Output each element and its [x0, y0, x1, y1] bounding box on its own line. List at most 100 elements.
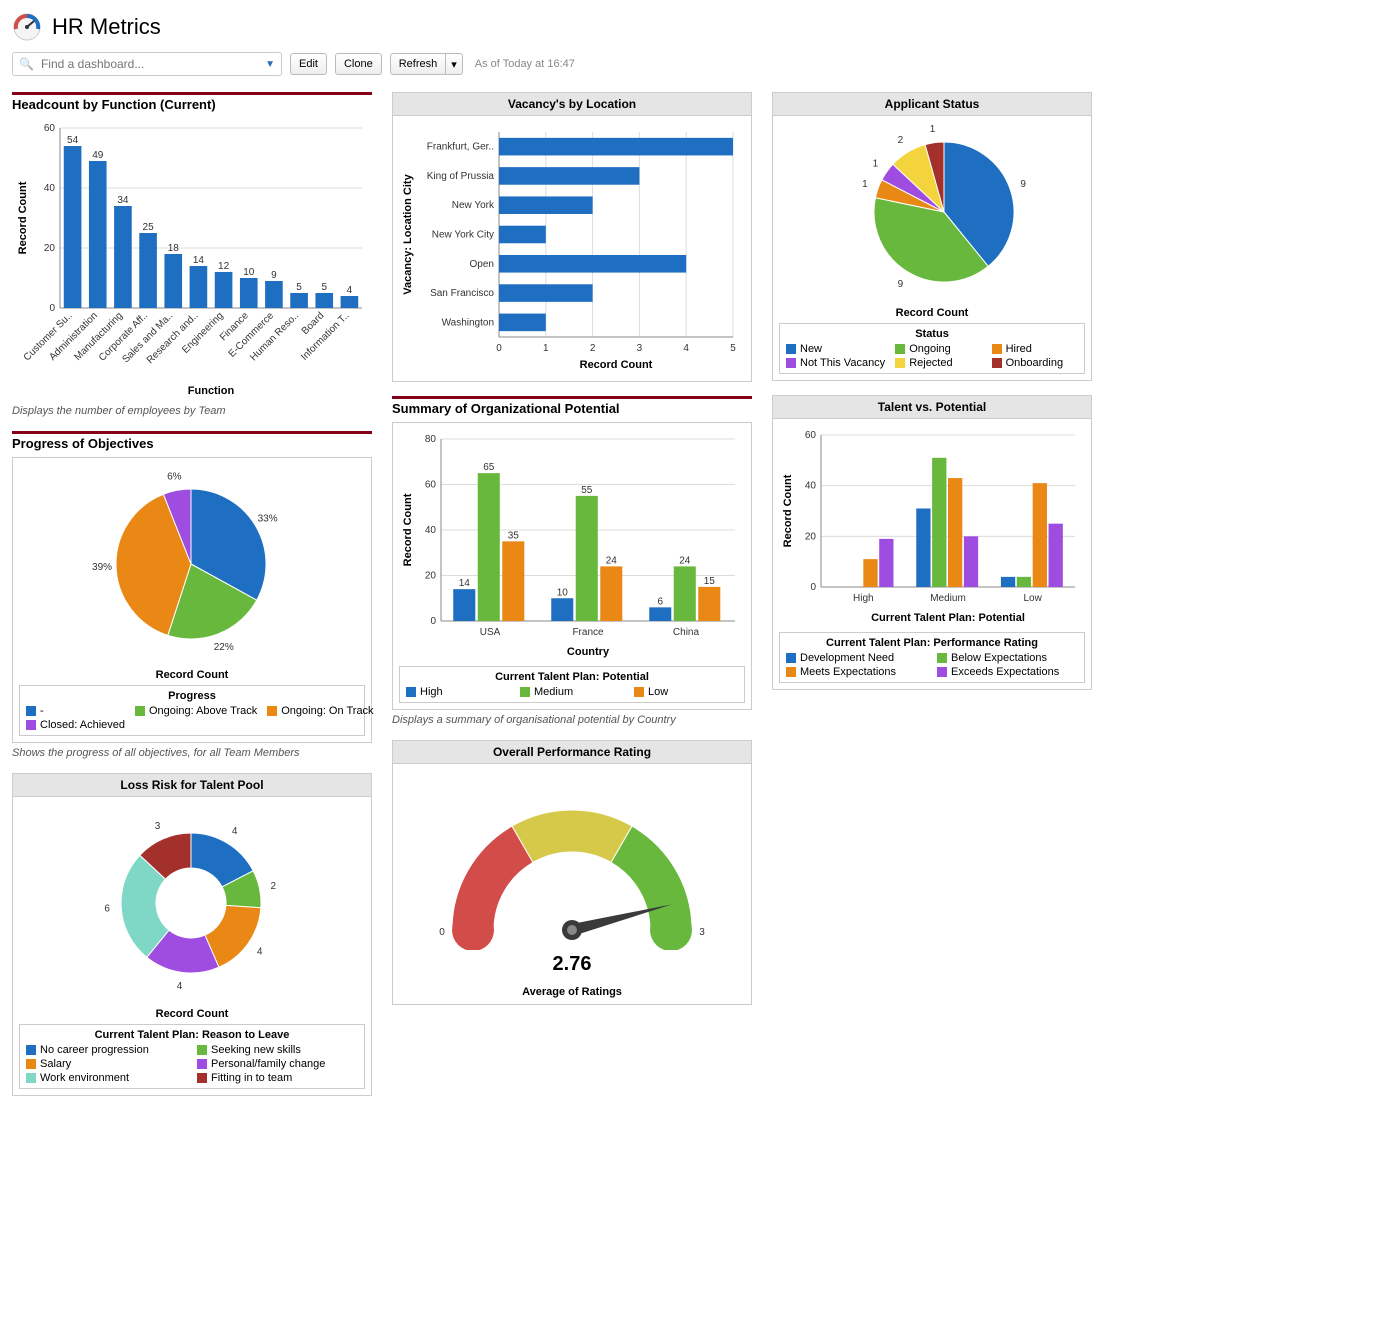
headcount-chart: 020406054Customer Su..49Administration34…	[12, 118, 372, 398]
dashboard-search[interactable]: 🔍 ▼	[12, 52, 282, 76]
svg-text:High: High	[853, 593, 874, 604]
legend-item: Rejected	[895, 357, 981, 369]
svg-text:1: 1	[930, 124, 936, 135]
legend-item: Closed: Achieved	[26, 719, 125, 731]
svg-text:24: 24	[606, 555, 618, 566]
legend-item: Seeking new skills	[197, 1044, 358, 1056]
svg-text:Record Count: Record Count	[402, 493, 414, 566]
org-potential-legend: Current Talent Plan: Potential HighMediu…	[399, 666, 745, 703]
svg-text:5: 5	[730, 343, 736, 354]
applicant-status-panel: Applicant Status 991121 Record Count Sta…	[772, 92, 1092, 381]
clone-button[interactable]: Clone	[335, 53, 382, 75]
objectives-title: Progress of Objectives	[12, 436, 372, 451]
svg-text:6%: 6%	[167, 472, 182, 483]
chevron-down-icon: ▼	[265, 59, 275, 70]
search-input[interactable]	[39, 56, 265, 72]
svg-text:15: 15	[704, 576, 716, 587]
org-potential-caption: Displays a summary of organisational pot…	[392, 714, 752, 726]
gauge-icon	[12, 12, 42, 42]
svg-text:King of Prussia: King of Prussia	[427, 171, 495, 182]
search-icon: 🔍	[19, 57, 34, 71]
applicant-status-rc-label: Record Count	[779, 307, 1085, 319]
svg-text:18: 18	[168, 243, 180, 254]
svg-text:60: 60	[425, 480, 437, 491]
objectives-section: Progress of Objectives 33%22%39%6% Recor…	[12, 431, 372, 759]
legend-item: Meets Expectations	[786, 666, 927, 678]
svg-text:60: 60	[805, 430, 817, 441]
svg-text:4: 4	[683, 343, 689, 354]
svg-text:France: France	[572, 627, 604, 638]
headcount-section: Headcount by Function (Current) 02040605…	[12, 92, 372, 417]
svg-text:20: 20	[805, 531, 817, 542]
legend-item: No career progression	[26, 1044, 187, 1056]
talent-potential-legend: Current Talent Plan: Performance Rating …	[779, 632, 1085, 683]
legend-item: Development Need	[786, 652, 927, 664]
overall-rating-title: Overall Performance Rating	[393, 741, 751, 764]
page-header: HR Metrics	[12, 12, 1376, 42]
objectives-caption: Shows the progress of all objectives, fo…	[12, 747, 372, 759]
page-title: HR Metrics	[52, 14, 161, 40]
svg-text:1: 1	[862, 179, 868, 190]
svg-text:1: 1	[873, 159, 879, 170]
legend-item: Personal/family change	[197, 1058, 358, 1070]
svg-text:Record Count: Record Count	[580, 359, 653, 371]
svg-text:33%: 33%	[258, 514, 278, 525]
svg-text:25: 25	[143, 222, 155, 233]
svg-text:22%: 22%	[214, 642, 234, 653]
svg-text:Medium: Medium	[930, 593, 966, 604]
svg-text:6: 6	[104, 904, 110, 915]
vacancies-chart: 012345Frankfurt, Ger..King of PrussiaNew…	[399, 122, 743, 372]
svg-text:5: 5	[296, 282, 302, 293]
applicant-status-chart: 991121	[779, 122, 1083, 302]
svg-text:10: 10	[557, 587, 569, 598]
legend-item: Below Expectations	[937, 652, 1078, 664]
svg-text:0: 0	[49, 303, 55, 314]
org-potential-section: Summary of Organizational Potential 0204…	[392, 396, 752, 726]
overall-rating-panel: Overall Performance Rating 03 2.76 Avera…	[392, 740, 752, 1005]
legend-item: Ongoing: On Track	[267, 705, 373, 717]
last-refresh-timestamp: As of Today at 16:47	[475, 58, 575, 70]
loss-risk-section: Loss Risk for Talent Pool 424463 Record …	[12, 773, 372, 1096]
headcount-caption: Displays the number of employees by Team	[12, 405, 372, 417]
svg-text:12: 12	[218, 261, 230, 272]
svg-text:14: 14	[459, 578, 471, 589]
legend-item: High	[406, 686, 510, 698]
legend-item: Low	[634, 686, 738, 698]
svg-text:Record Count: Record Count	[782, 474, 794, 547]
svg-text:20: 20	[425, 571, 437, 582]
svg-text:40: 40	[425, 525, 437, 536]
applicant-status-legend: Status NewOngoingHiredNot This VacancyRe…	[779, 323, 1085, 374]
svg-text:3: 3	[699, 927, 705, 938]
toolbar: 🔍 ▼ Edit Clone Refresh ▾ As of Today at …	[12, 52, 1376, 76]
refresh-button[interactable]: Refresh	[390, 53, 447, 75]
svg-text:Function: Function	[188, 385, 235, 397]
legend-item: Ongoing	[895, 343, 981, 355]
svg-text:49: 49	[92, 150, 104, 161]
legend-item: Exceeds Expectations	[937, 666, 1078, 678]
refresh-menu-button[interactable]: ▾	[446, 53, 463, 75]
svg-text:4: 4	[257, 946, 263, 957]
legend-item: Onboarding	[992, 357, 1078, 369]
svg-text:4: 4	[177, 981, 183, 992]
svg-text:2: 2	[590, 343, 596, 354]
svg-text:New York City: New York City	[432, 230, 494, 241]
svg-text:San Francisco: San Francisco	[430, 288, 494, 299]
svg-text:Country: Country	[567, 646, 610, 658]
svg-text:0: 0	[430, 616, 436, 627]
loss-risk-rc-label: Record Count	[19, 1008, 365, 1020]
legend-item: Fitting in to team	[197, 1072, 358, 1084]
talent-potential-chart: 0204060HighMediumLowCurrent Talent Plan:…	[779, 425, 1083, 625]
objectives-legend: Progress -Ongoing: Above TrackOngoing: O…	[19, 685, 365, 736]
legend-item: Work environment	[26, 1072, 187, 1084]
objectives-chart: 33%22%39%6%	[19, 464, 363, 664]
edit-button[interactable]: Edit	[290, 53, 327, 75]
svg-text:20: 20	[44, 243, 56, 254]
svg-text:55: 55	[581, 485, 593, 496]
talent-potential-panel: Talent vs. Potential 0204060HighMediumLo…	[772, 395, 1092, 690]
svg-text:4: 4	[347, 285, 353, 296]
svg-text:China: China	[673, 627, 700, 638]
applicant-status-title: Applicant Status	[773, 93, 1091, 116]
svg-text:2: 2	[270, 881, 276, 892]
svg-text:Vacancy: Location City: Vacancy: Location City	[402, 173, 414, 294]
svg-text:5: 5	[321, 282, 327, 293]
